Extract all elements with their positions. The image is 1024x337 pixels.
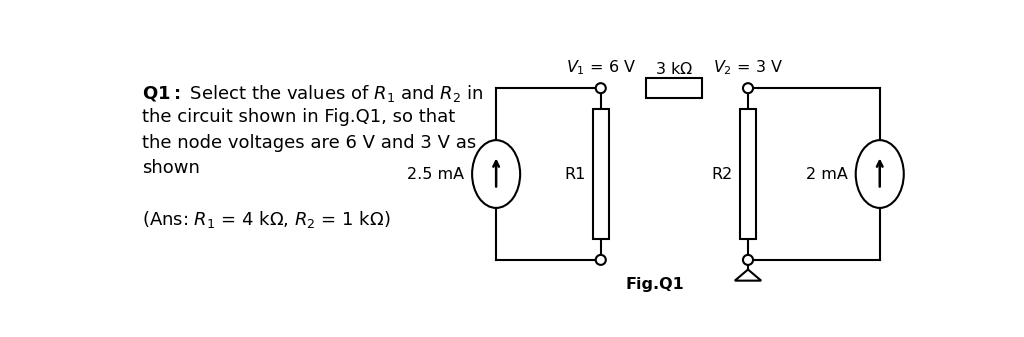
Circle shape	[743, 83, 753, 93]
Text: 2.5 mA: 2.5 mA	[408, 166, 464, 182]
Text: $V_1$ = 6 V: $V_1$ = 6 V	[565, 58, 636, 76]
Text: $\bf{Q1:}$ Select the values of $R_1$ and $R_2$ in: $\bf{Q1:}$ Select the values of $R_1$ an…	[142, 83, 483, 104]
Text: 3 k$\Omega$: 3 k$\Omega$	[655, 61, 693, 76]
Circle shape	[596, 83, 606, 93]
Text: 2 mA: 2 mA	[806, 166, 848, 182]
Text: shown: shown	[142, 159, 200, 177]
Text: the node voltages are 6 V and 3 V as: the node voltages are 6 V and 3 V as	[142, 133, 476, 152]
Text: $V_2$ = 3 V: $V_2$ = 3 V	[713, 58, 783, 76]
Text: (Ans: $R_1$ = 4 k$\Omega$, $R_2$ = 1 k$\Omega$): (Ans: $R_1$ = 4 k$\Omega$, $R_2$ = 1 k$\…	[142, 209, 390, 230]
Circle shape	[743, 255, 753, 265]
Ellipse shape	[472, 140, 520, 208]
Bar	[740, 109, 756, 239]
Bar	[593, 109, 608, 239]
Text: Fig.Q1: Fig.Q1	[626, 277, 684, 292]
Text: R1: R1	[564, 166, 586, 182]
Text: the circuit shown in Fig.Q1, so that: the circuit shown in Fig.Q1, so that	[142, 108, 456, 126]
Text: R2: R2	[712, 166, 732, 182]
Circle shape	[596, 255, 606, 265]
Ellipse shape	[856, 140, 904, 208]
Bar	[646, 78, 702, 98]
Polygon shape	[735, 270, 761, 281]
